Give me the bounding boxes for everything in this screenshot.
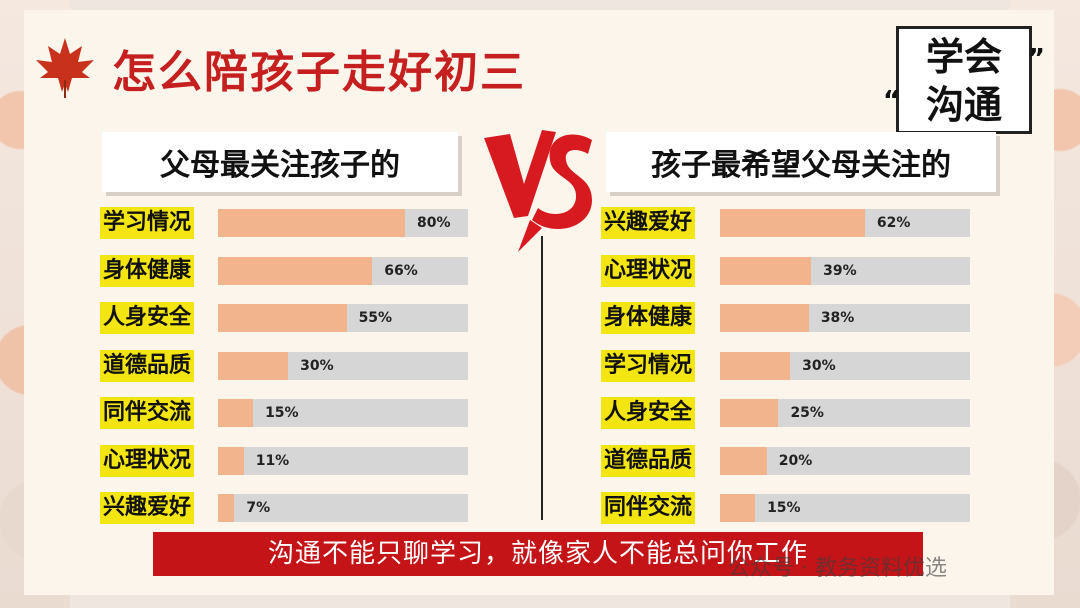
left-bar-row: 同伴交流 15% [100,397,468,429]
left-bar-row: 身体健康 66% [100,254,468,287]
category-label: 学习情况 [100,207,195,239]
data-label: 39% [823,262,857,279]
bar-track: 66% [218,256,468,285]
bar-track: 11% [218,446,468,475]
left-bar-row: 人身安全 55% [100,302,468,334]
data-label: 15% [767,500,801,516]
quote-close: ” [1027,44,1045,74]
bar-track: 62% [720,209,970,237]
page-title: 怎么陪孩子走好初三 [112,47,526,98]
category-label: 身体健康 [601,302,696,334]
bar-track: 15% [218,399,468,427]
category-label: 身体健康 [100,254,195,287]
bar-fill [218,351,289,380]
category-label: 人身安全 [100,302,195,334]
data-label: 55% [358,310,393,326]
right-bar-row: 兴趣爱好 62% [601,207,970,239]
bar-fill [218,209,405,237]
right-chart-header: 孩子最希望父母关注的 [606,132,996,192]
bar-track: 39% [720,256,970,285]
data-label: 30% [300,357,334,374]
category-label: 道德品质 [601,444,696,477]
center-divider [541,236,543,520]
learn-communicate-badge: ” 学会 沟通 “ [883,26,1045,134]
bar-track: 20% [720,446,970,475]
bar-fill [720,494,756,522]
category-label: 同伴交流 [601,492,696,524]
bar-track: 30% [218,351,468,380]
data-label: 30% [802,357,836,374]
bar-fill [218,256,373,285]
category-label: 学习情况 [601,349,696,382]
badge-line-1: 学会 [925,35,1002,79]
data-label: 7% [246,500,271,516]
data-label: 62% [876,215,911,231]
bar-track: 55% [218,304,468,332]
data-label: 11% [255,452,290,469]
badge-line-2: 沟通 [925,83,1002,127]
bar-fill [720,446,767,475]
bar-fill [218,446,244,475]
category-label: 心理状况 [601,254,696,287]
bar-fill [218,304,347,332]
category-label: 心理状况 [100,444,195,477]
data-label: 38% [820,310,855,326]
right-bar-row: 道德品质 20% [601,444,970,477]
bar-track: 7% [218,494,468,522]
watermark-text: 公众号 · 教务资料优选 [728,556,947,581]
bar-track: 15% [720,494,970,522]
bar-fill [218,494,235,522]
left-bar-row: 道德品质 30% [100,349,468,382]
bar-fill [720,304,809,332]
category-label: 兴趣爱好 [601,207,696,239]
category-label: 道德品质 [100,349,195,382]
data-label: 25% [790,405,824,421]
maple-leaf-icon [36,38,94,98]
bar-track: 80% [218,209,468,237]
left-bar-row: 学习情况 80% [100,207,468,239]
data-label: 20% [778,452,813,469]
bar-fill [720,256,812,285]
data-label: 15% [265,405,299,421]
bar-track: 25% [720,399,970,427]
right-bar-row: 身体健康 38% [601,302,970,334]
bar-fill [218,399,254,427]
right-bar-row: 心理状况 39% [601,254,970,287]
vs-icon [484,130,592,252]
left-bar-row: 兴趣爱好 7% [100,492,468,524]
right-bar-row: 人身安全 25% [601,397,970,429]
bar-fill [720,351,791,380]
bar-fill [720,209,865,237]
left-chart-header: 父母最关注孩子的 [102,132,458,192]
bar-track: 38% [720,304,970,332]
data-label: 80% [417,215,451,231]
category-label: 同伴交流 [100,397,195,429]
bar-fill [720,399,779,427]
left-bar-row: 心理状况 11% [100,444,468,477]
quote-open: “ [883,86,901,116]
category-label: 兴趣爱好 [100,492,195,524]
right-bar-row: 学习情况 30% [601,349,970,382]
data-label: 66% [384,262,418,279]
bar-track: 30% [720,351,970,380]
right-bar-row: 同伴交流 15% [601,492,970,524]
category-label: 人身安全 [601,397,696,429]
bottom-banner: 沟通不能只聊学习，就像家人不能总问你工作 [153,532,923,576]
